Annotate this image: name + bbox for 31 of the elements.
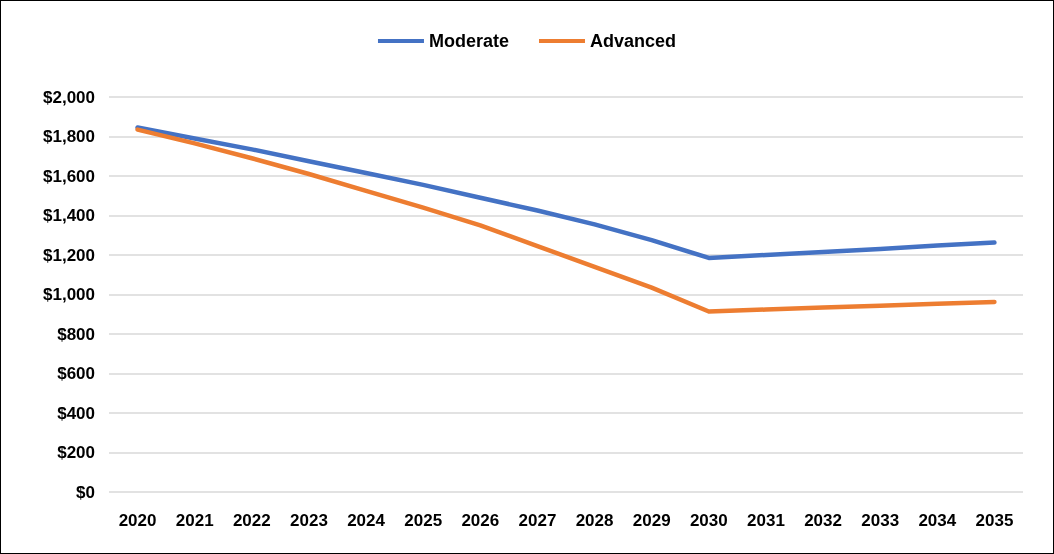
x-tick-label: 2023 [290, 511, 328, 530]
y-tick-label: $1,800 [43, 127, 95, 146]
legend-label: Moderate [428, 31, 509, 51]
y-tick-label: $600 [57, 364, 95, 383]
y-tick-label: $1,600 [43, 166, 95, 186]
x-tick-label: 2032 [804, 511, 842, 530]
y-tick-label: $2,000 [43, 87, 95, 107]
line-series [135, 127, 997, 314]
legend-label: Advanced [589, 31, 677, 51]
x-tick-label: 2026 [461, 511, 500, 530]
x-tick-label: 2030 [689, 511, 728, 530]
x-tick-label: 2034 [918, 511, 957, 530]
x-tick-label: 2025 [404, 511, 443, 530]
y-tick-label: $1,400 [43, 206, 95, 225]
x-tick-label: 2021 [175, 511, 214, 530]
y-tick-label: $200 [57, 443, 95, 462]
x-tick-label: 2024 [347, 511, 386, 530]
x-tick-label: 2020 [118, 511, 157, 530]
y-tick-label: $400 [57, 403, 95, 423]
y-tick-label: $1,200 [43, 245, 95, 265]
y-tick-label: $800 [57, 324, 95, 344]
x-tick-label: 2033 [861, 511, 900, 530]
y-tick-label: $0 [76, 482, 95, 502]
line-series [135, 125, 997, 261]
x-tick-label: 2035 [975, 511, 1014, 530]
x-tick-label: 2028 [575, 511, 614, 530]
x-tick-label: 2027 [518, 511, 557, 530]
x-tick-label: 2029 [632, 511, 671, 530]
y-tick-label: $1,000 [43, 285, 95, 304]
x-tick-label: 2022 [232, 511, 271, 530]
x-tick-label: 2031 [747, 511, 785, 530]
